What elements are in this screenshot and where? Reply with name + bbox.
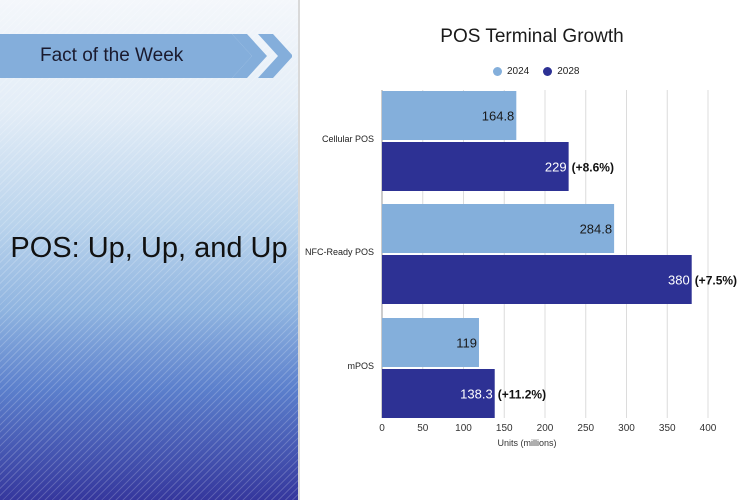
legend-label-2028: 2028 — [557, 66, 580, 77]
x-tick-label: 0 — [379, 423, 385, 434]
x-tick-label: 400 — [700, 423, 717, 434]
growth-annotation: (+7.5%) — [695, 274, 737, 288]
x-tick-label: 150 — [496, 423, 513, 434]
bar-2028 — [382, 369, 495, 418]
banner-label: Fact of the Week — [40, 45, 184, 66]
x-tick-label: 250 — [577, 423, 594, 434]
x-tick-label: 300 — [618, 423, 635, 434]
chevron-right-icon — [258, 34, 292, 78]
bar-2028 — [382, 255, 692, 304]
left-panel: Fact of the Week POS: Up, Up, and Up — [0, 0, 298, 500]
category-label: NFC-Ready POS — [305, 247, 374, 257]
x-tick-label: 350 — [659, 423, 676, 434]
data-label: 229 — [545, 160, 567, 175]
x-tick-label: 200 — [537, 423, 554, 434]
growth-annotation: (+11.2%) — [498, 388, 546, 402]
headline: POS: Up, Up, and Up — [10, 232, 288, 264]
x-axis-label: Units (millions) — [497, 438, 556, 448]
data-label: 284.8 — [580, 222, 613, 237]
category-label: mPOS — [347, 361, 374, 371]
bar-2024 — [382, 318, 479, 367]
legend-swatch-2028 — [543, 67, 553, 76]
legend-swatch-2024 — [493, 67, 502, 76]
data-label: 164.8 — [482, 109, 515, 124]
x-tick-label: 100 — [455, 423, 472, 434]
data-label: 380 — [668, 273, 690, 288]
legend-item-2024: 2024 — [493, 66, 529, 77]
bar-2024 — [382, 91, 517, 140]
legend-item-2028: 2028 — [543, 66, 580, 77]
legend-label-2024: 2024 — [507, 66, 530, 77]
bar-2028 — [382, 142, 569, 191]
category-label: Cellular POS — [322, 134, 374, 144]
growth-annotation: (+8.6%) — [572, 161, 614, 175]
chart-legend: 2024 2028 — [493, 66, 594, 77]
data-label: 138.3 — [460, 387, 493, 402]
chart-title: POS Terminal Growth — [440, 26, 624, 47]
panel-divider — [298, 0, 300, 500]
banner-ribbon — [0, 34, 252, 78]
x-tick-label: 50 — [417, 423, 429, 434]
bar-2024 — [382, 204, 615, 253]
data-label: 119 — [456, 336, 477, 351]
fact-banner — [0, 34, 292, 78]
chevron-right-icon — [232, 34, 267, 78]
